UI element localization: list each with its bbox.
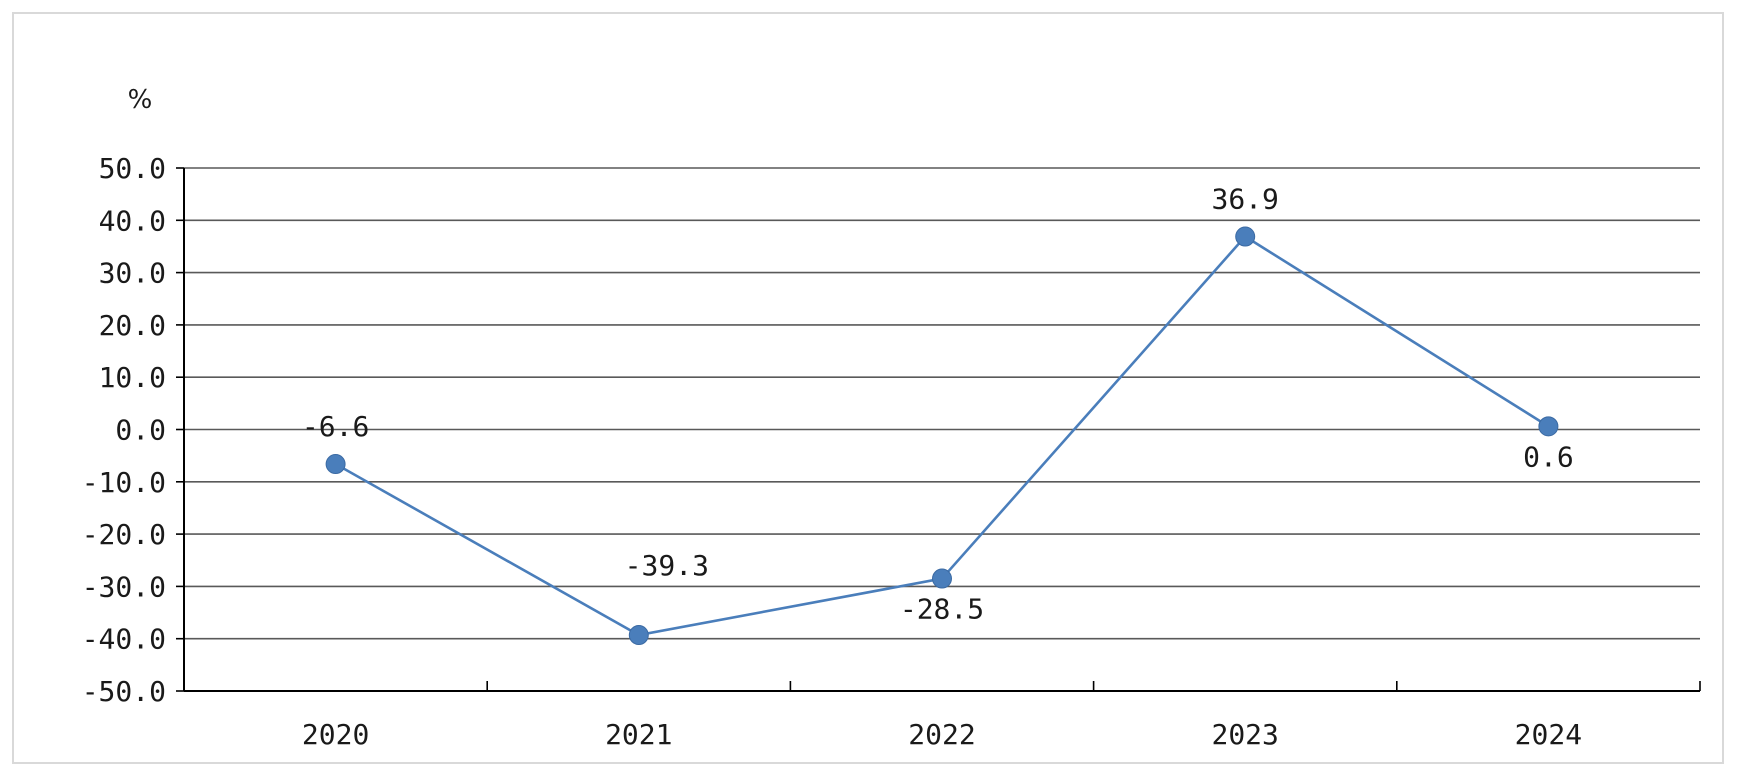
x-axis-tick-labels: 2020 2021 2022 2023 2024 xyxy=(302,718,1582,751)
data-point xyxy=(1235,226,1256,247)
series-growth xyxy=(325,226,1559,646)
x-tick-label: 2020 xyxy=(302,718,369,751)
y-tick-label: 50.0 xyxy=(99,152,166,185)
data-point xyxy=(325,454,346,475)
axes xyxy=(176,167,1701,692)
data-point xyxy=(932,568,952,589)
y-tick-label: 30.0 xyxy=(99,257,166,290)
y-tick-label: -30.0 xyxy=(82,570,166,603)
data-labels: -6.6 -39.3 -28.5 36.9 0.6 xyxy=(302,183,1574,626)
data-point xyxy=(1538,416,1559,437)
y-tick-label: -20.0 xyxy=(82,518,166,551)
data-label: 0.6 xyxy=(1523,440,1574,473)
data-label: -39.3 xyxy=(625,549,709,582)
y-tick-label: 40.0 xyxy=(99,204,166,237)
y-tick-label: -50.0 xyxy=(82,675,166,708)
y-axis-unit-label: % xyxy=(128,85,153,115)
y-tick-label: 10.0 xyxy=(99,361,166,394)
data-label: 36.9 xyxy=(1211,183,1278,216)
data-point xyxy=(628,625,649,646)
y-tick-label: -10.0 xyxy=(82,466,166,499)
x-tick-label: 2023 xyxy=(1211,718,1278,751)
y-tick-label: 0.0 xyxy=(115,414,166,447)
data-label: -28.5 xyxy=(900,593,984,626)
x-tick-label: 2021 xyxy=(605,718,672,751)
data-label: -6.6 xyxy=(302,410,369,443)
x-tick-label: 2022 xyxy=(908,718,975,751)
y-axis-tick-labels: 50.0 40.0 30.0 20.0 10.0 0.0 -10.0 -20.0 -30.0 -4… xyxy=(82,152,166,708)
x-tick-label: 2024 xyxy=(1515,718,1582,751)
y-tick-label: 20.0 xyxy=(99,309,166,342)
gridlines xyxy=(184,167,1700,640)
y-tick-label: -40.0 xyxy=(82,623,166,656)
